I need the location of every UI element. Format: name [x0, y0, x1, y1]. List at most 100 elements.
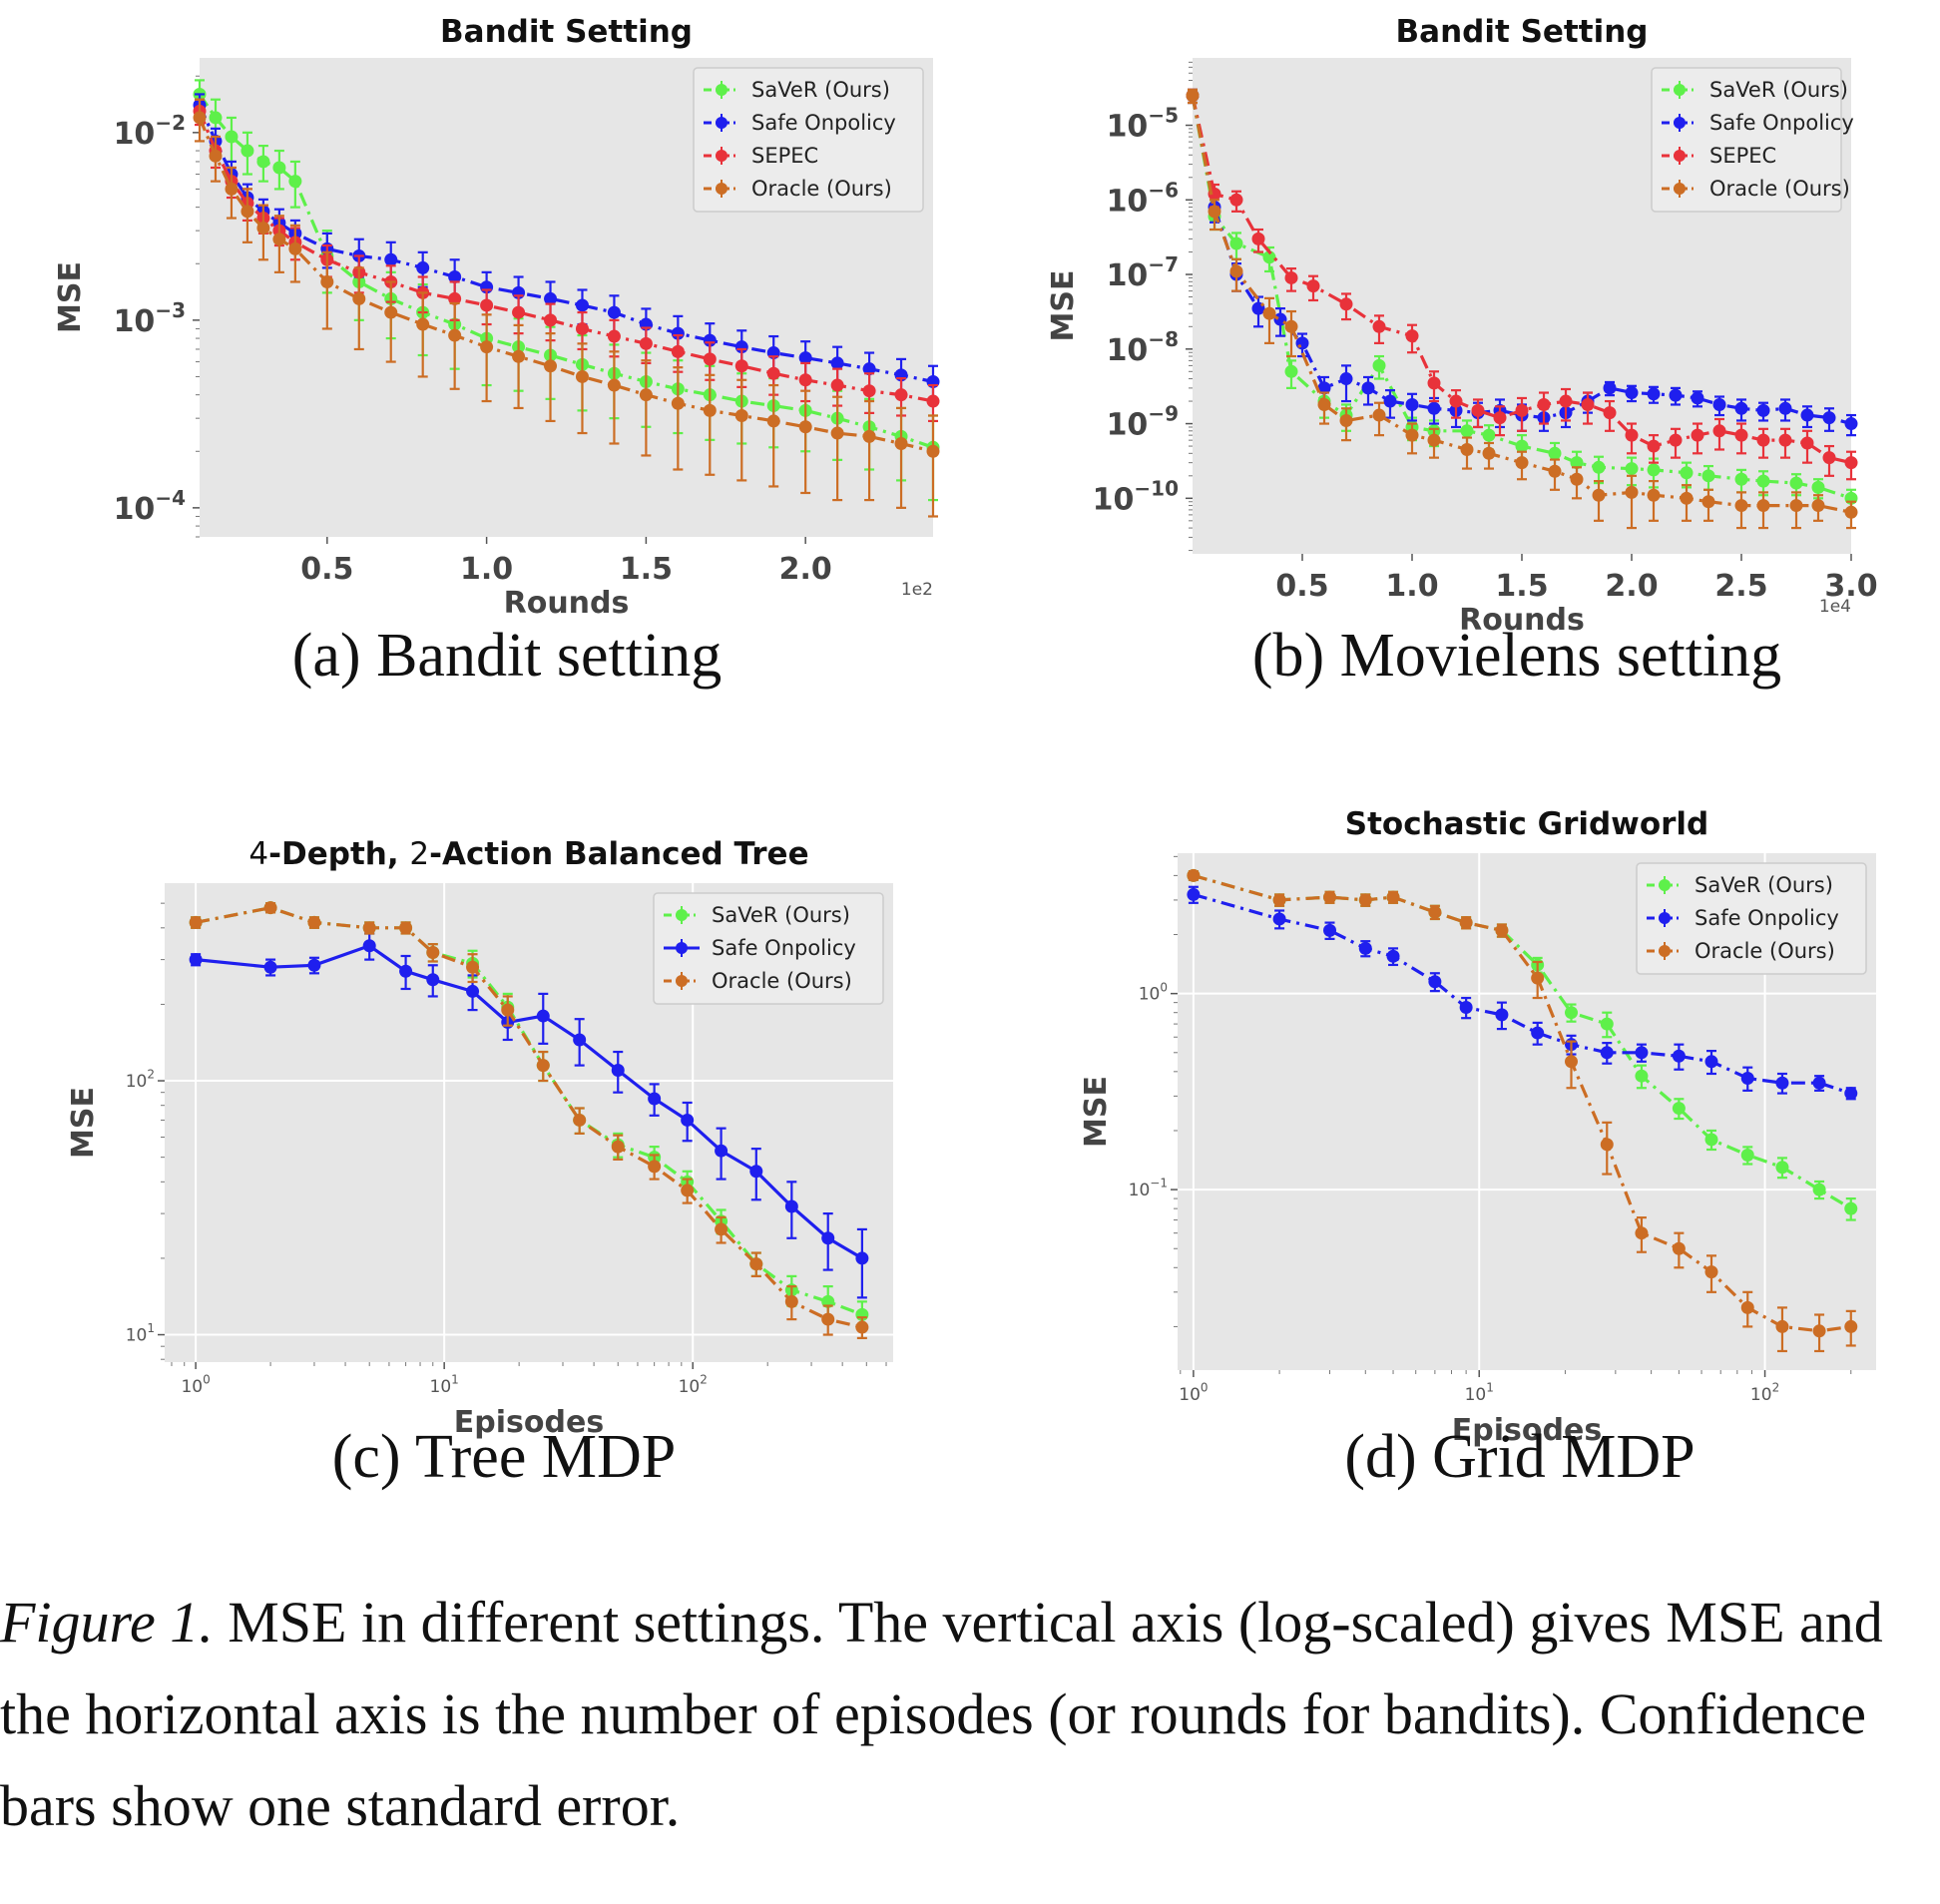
x-tick-label-0: 100: [1179, 1381, 1208, 1405]
chart-title-part-1: -Depth,: [268, 836, 409, 872]
data-point-safe: [1386, 949, 1400, 963]
y-tick-label-1-base: 10: [1139, 985, 1161, 1005]
data-point-sepec: [1625, 428, 1639, 442]
subcaption-3: (c) Tree MDP: [332, 1423, 676, 1491]
series-line-oracle: [195, 906, 863, 1329]
legend-label-saver: SaVeR (Ours): [751, 78, 890, 102]
x-tick-label-2-exp: 2: [700, 1373, 708, 1387]
data-point-safe: [1600, 1046, 1614, 1060]
data-point-sepec: [671, 344, 685, 358]
series-oracle: [189, 901, 869, 1340]
data-point-oracle: [512, 349, 526, 363]
data-point-oracle: [263, 901, 277, 915]
data-point-oracle: [1734, 499, 1748, 513]
x-tick-label-3: 2.0: [1605, 569, 1658, 604]
legend: SaVeR (Ours) Safe Onpolicy Oracle (Ours): [1636, 862, 1867, 975]
y-tick-label-2-exp: −2: [155, 111, 186, 135]
data-point-oracle: [1186, 89, 1200, 103]
x-tick-label-2: 1.5: [1495, 569, 1548, 604]
data-point-oracle: [894, 436, 908, 450]
x-tick-label-1-base: 10: [1465, 1385, 1487, 1405]
data-point-sepec: [1778, 433, 1792, 447]
data-point-saver: [1625, 462, 1639, 476]
data-point-oracle: [1284, 319, 1298, 333]
data-point-safe: [1734, 401, 1748, 415]
y-tick-label-3-exp: −7: [1148, 252, 1179, 276]
data-point-safe: [1778, 401, 1792, 415]
data-point-safe: [1822, 411, 1836, 425]
data-point-saver: [1647, 463, 1661, 477]
data-point-oracle: [1428, 905, 1442, 919]
data-point-safe: [1704, 1055, 1718, 1069]
series-line-oracle: [1193, 873, 1852, 1333]
chart-title: Bandit Setting: [440, 14, 693, 50]
data-point-oracle: [1531, 971, 1545, 985]
data-point-sepec: [1339, 297, 1353, 311]
data-point-oracle: [480, 340, 494, 354]
data-point-oracle: [1564, 1055, 1578, 1069]
x-tick-label-2: 102: [679, 1373, 708, 1397]
data-point-saver: [1592, 460, 1606, 474]
data-point-safe: [307, 958, 321, 972]
data-point-safe: [671, 326, 685, 340]
data-point-safe: [681, 1113, 695, 1127]
legend-label-safe: Safe Onpolicy: [1709, 111, 1854, 135]
data-point-saver: [1262, 250, 1276, 264]
data-point-sepec: [766, 366, 780, 380]
data-point-oracle: [416, 317, 430, 331]
y-tick-label-1-base: 10: [1107, 408, 1149, 443]
legend-label-oracle: Oracle (Ours): [751, 177, 892, 201]
data-point-saver: [1740, 1149, 1754, 1163]
data-point-sepec: [1284, 270, 1298, 284]
data-point-saver: [288, 175, 302, 189]
x-tick-label-0: 0.5: [300, 552, 353, 587]
legend-marker-saver: [716, 84, 728, 96]
data-point-oracle: [1812, 1324, 1826, 1338]
y-tick-label-1-base: 10: [126, 1072, 148, 1092]
data-point-safe: [611, 1064, 625, 1078]
data-point-oracle: [241, 205, 254, 219]
data-point-oracle: [466, 960, 480, 974]
y-tick-label-1-exp: −9: [1148, 402, 1179, 426]
data-point-sepec: [1734, 428, 1748, 442]
data-point-safe: [1317, 381, 1331, 395]
data-point-saver: [1635, 1069, 1649, 1083]
data-point-sepec: [1306, 279, 1320, 293]
x-tick-label-0: 100: [181, 1373, 210, 1397]
data-point-oracle: [715, 1222, 728, 1236]
data-point-sepec: [926, 394, 940, 408]
x-tick-label-1: 1.0: [460, 552, 513, 587]
data-point-oracle: [1386, 890, 1400, 904]
data-point-oracle: [573, 1113, 587, 1127]
data-point-oracle: [639, 388, 653, 402]
data-point-sepec: [1559, 394, 1573, 408]
data-point-safe: [1187, 887, 1201, 901]
data-point-oracle: [703, 403, 717, 417]
data-point-sepec: [894, 388, 908, 402]
legend-box: [1636, 862, 1867, 975]
data-point-oracle: [1405, 428, 1419, 442]
data-point-oracle: [1339, 413, 1353, 427]
data-point-sepec: [734, 359, 748, 373]
data-point-sepec: [575, 321, 589, 335]
data-point-saver: [1229, 237, 1243, 250]
data-point-safe: [544, 291, 558, 305]
subcaption-2: (b) Movielens setting: [1252, 622, 1781, 690]
data-point-sepec: [1471, 403, 1485, 417]
data-point-safe: [703, 333, 717, 347]
x-axis-label: Episodes: [1452, 1413, 1602, 1448]
y-tick-label-5: 10−5: [1107, 104, 1179, 145]
data-point-safe: [426, 973, 440, 987]
data-point-safe: [1495, 1008, 1509, 1022]
y-tick-label-2-exp: −8: [1148, 327, 1179, 351]
legend-label-oracle: Oracle (Ours): [712, 969, 852, 993]
data-point-sepec: [1537, 397, 1551, 411]
data-point-safe: [416, 260, 430, 274]
y-axis-label: MSE: [1046, 270, 1081, 342]
x-axis-label: Rounds: [504, 586, 630, 621]
data-point-oracle: [766, 414, 780, 428]
data-point-safe: [1427, 401, 1441, 415]
data-point-saver: [1548, 446, 1562, 460]
